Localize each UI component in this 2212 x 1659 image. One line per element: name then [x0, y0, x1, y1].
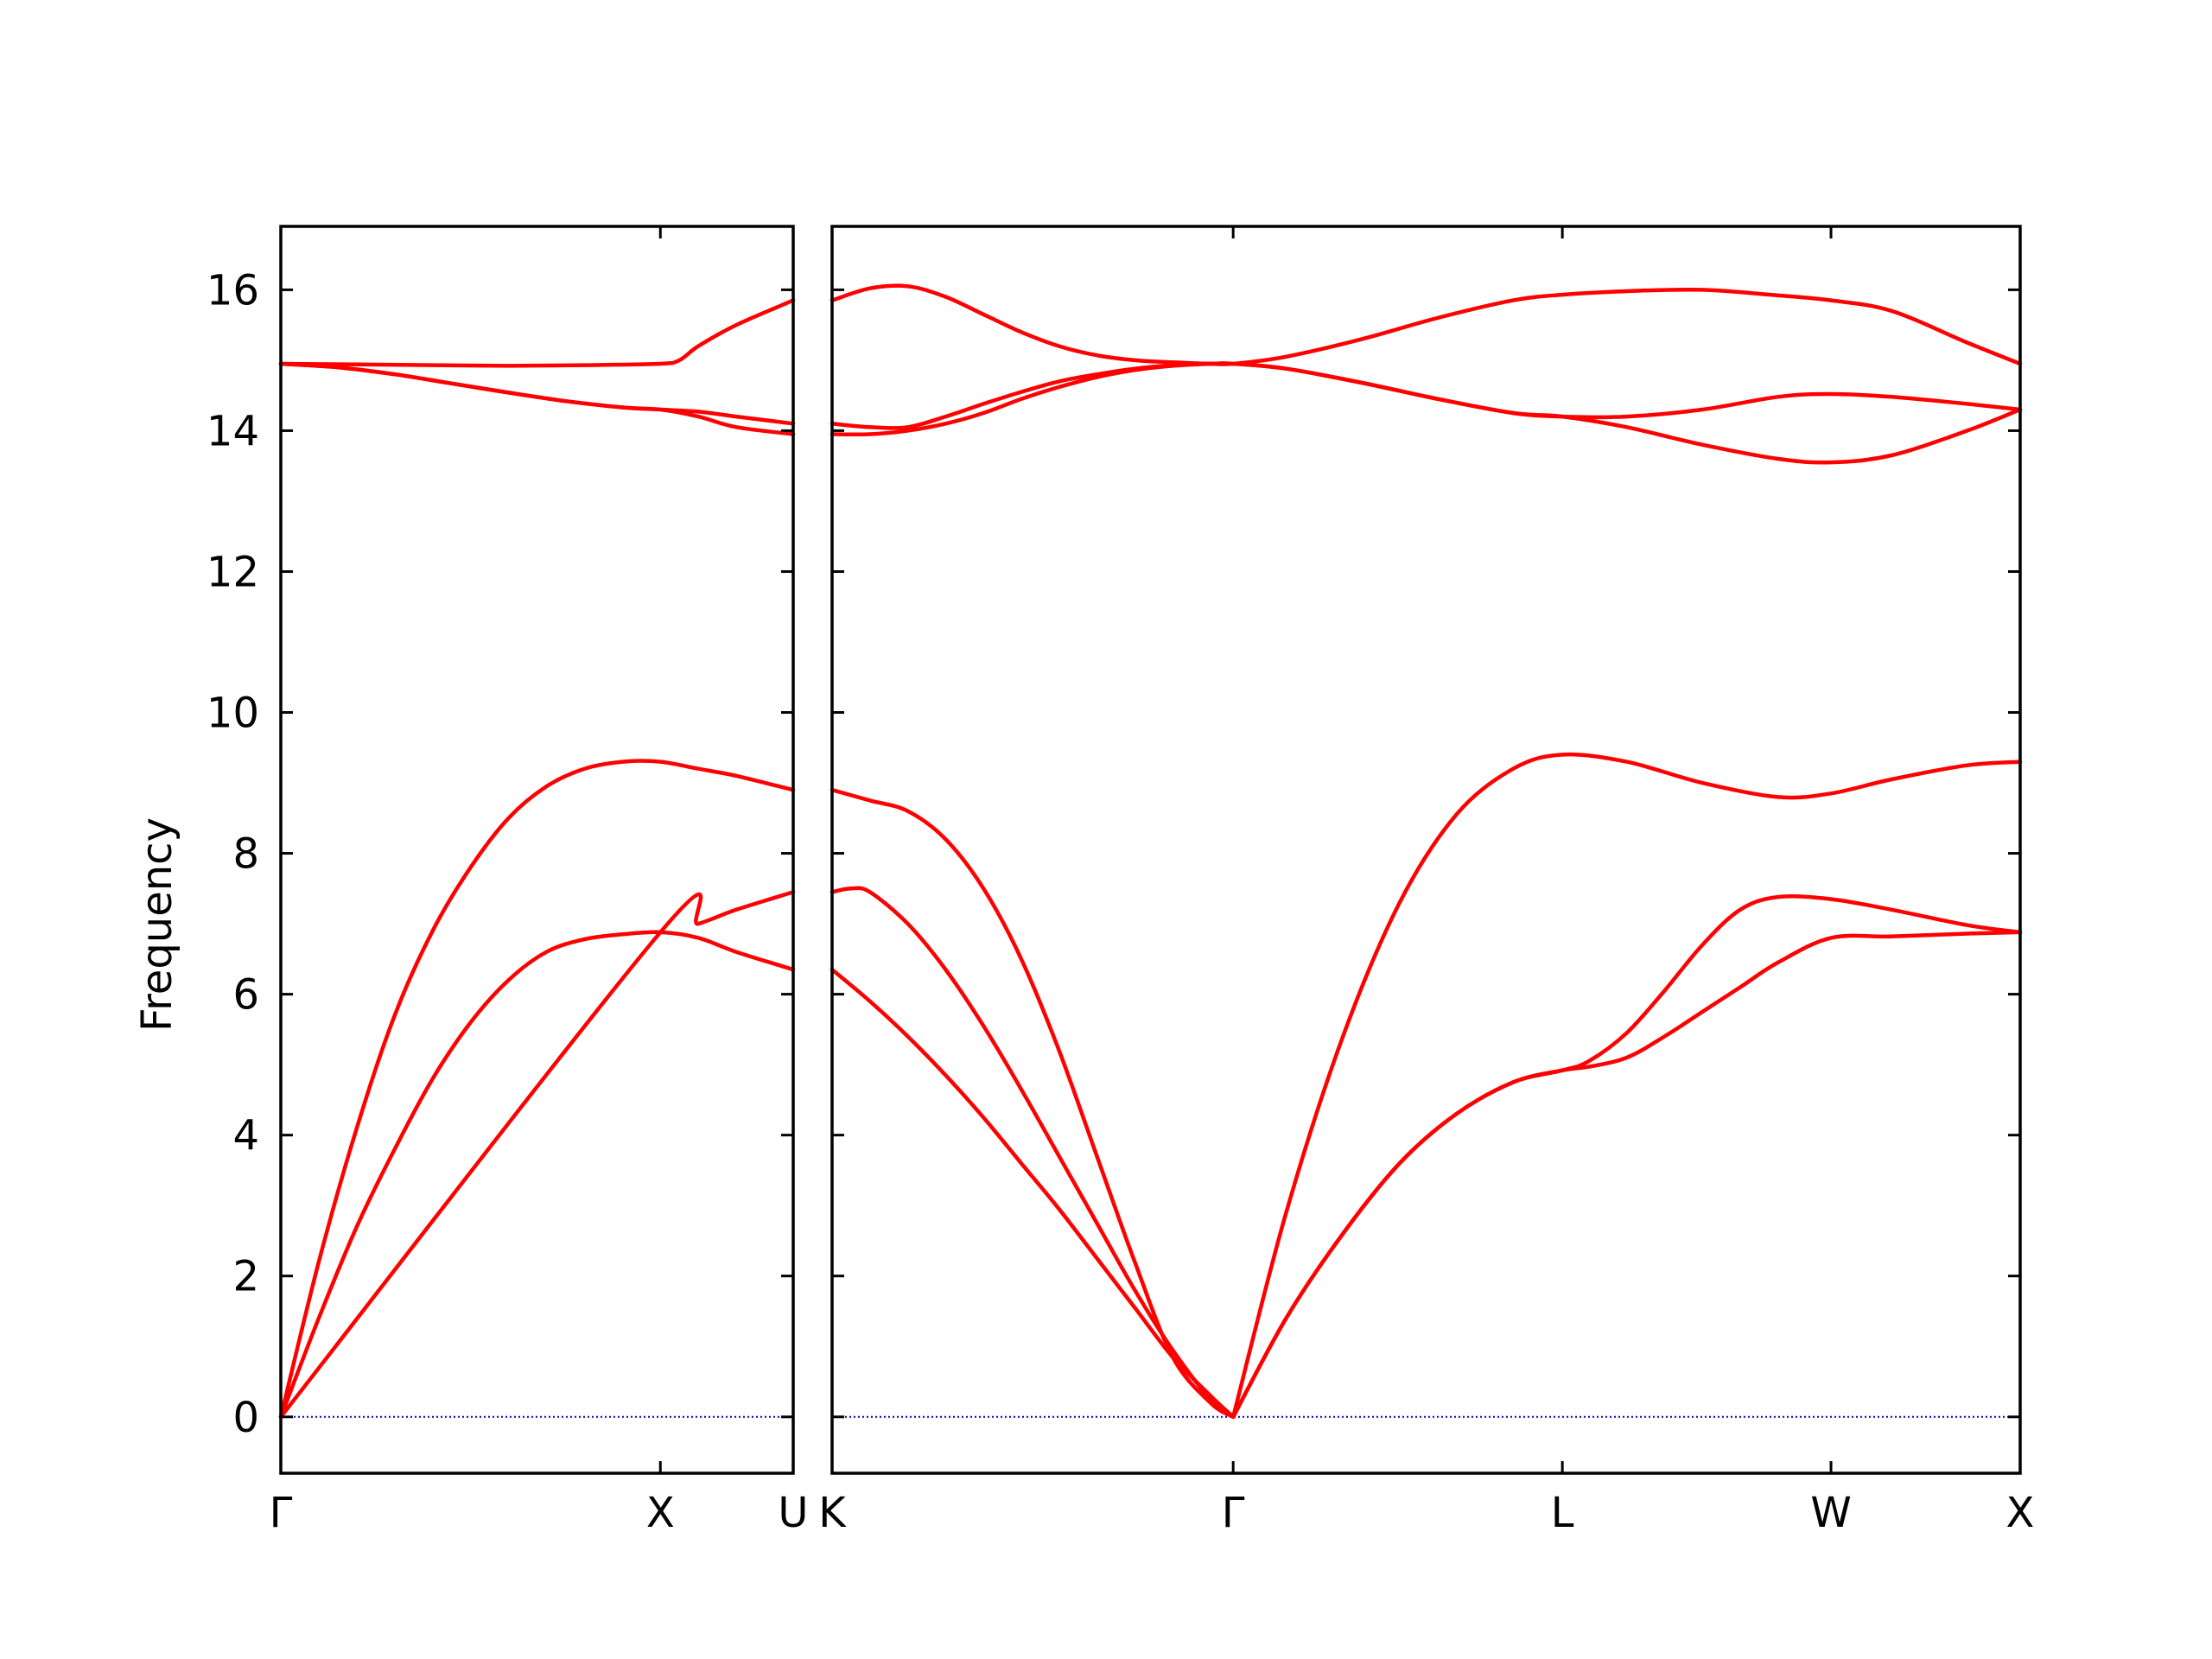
- y-axis-label: Frequency: [133, 817, 181, 1032]
- band-line-2-3: [830, 787, 1236, 1420]
- y-tick-label: 10: [207, 690, 259, 738]
- y-tick-label: 12: [207, 548, 259, 596]
- y-tick-label: 8: [232, 830, 259, 879]
- band-line-2-8: [830, 361, 2023, 430]
- y-tick-label: 14: [207, 407, 259, 455]
- y-tick-label: 4: [232, 1112, 259, 1160]
- y-tick-label: 0: [232, 1394, 259, 1442]
- x-tick-label-Γ: Γ: [270, 1489, 293, 1537]
- x-tick-label-L: L: [1551, 1489, 1574, 1537]
- x-tick-label-U: U: [778, 1489, 808, 1537]
- y-tick-labels: 0 2 4 6 8 10 12 14 16: [207, 266, 259, 1441]
- x-tick-label-K: K: [818, 1489, 847, 1537]
- y-tick-label: 6: [232, 971, 259, 1020]
- band-line-1-3: [278, 890, 796, 1420]
- band-line-1-6: [278, 298, 796, 368]
- panel-frame: [279, 225, 795, 1475]
- band-line-1-2: [278, 759, 796, 1420]
- x-tick-label-X: X: [2006, 1489, 2035, 1537]
- y-tick-label: 16: [207, 266, 259, 315]
- y-tick-label: 2: [232, 1253, 259, 1301]
- x-tick-label-W: W: [1810, 1489, 1851, 1537]
- band-line-2-6: [1230, 752, 2023, 1420]
- panel-frame: [830, 225, 2022, 1475]
- band-line-1-1: [278, 930, 796, 1420]
- band-line-2-2: [830, 886, 1236, 1420]
- band-line-2-9: [830, 283, 2023, 366]
- band-line-2-5: [1230, 894, 2023, 1420]
- x-tick-label-Γ: Γ: [1222, 1489, 1245, 1537]
- x-tick-label-X: X: [646, 1489, 675, 1537]
- band-line-1-5: [278, 361, 796, 426]
